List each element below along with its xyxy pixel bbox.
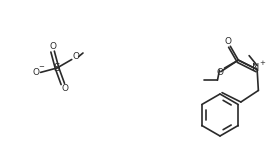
Text: O: O [72,52,79,61]
Text: O: O [225,37,232,46]
Text: O: O [49,42,56,51]
Text: −: − [39,64,44,70]
Text: O: O [32,68,39,77]
Text: O: O [217,68,224,77]
Text: N: N [252,64,260,73]
Text: +: + [259,61,265,67]
Text: S: S [54,63,60,73]
Text: O: O [61,85,68,94]
